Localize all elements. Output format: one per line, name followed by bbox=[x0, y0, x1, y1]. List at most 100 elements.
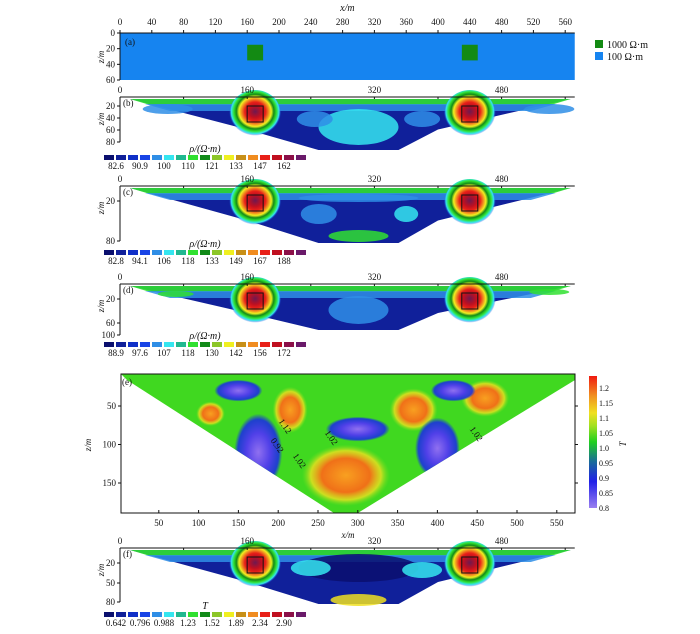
z-tick-label: 100 bbox=[103, 440, 117, 450]
colorbar-label: 1.05 bbox=[599, 429, 613, 438]
z-tick-label: 40 bbox=[106, 59, 116, 69]
colorbar-swatch bbox=[236, 342, 246, 347]
high-T-region bbox=[272, 386, 308, 433]
colorbar-swatch bbox=[104, 250, 114, 255]
x-tick-label: 200 bbox=[272, 17, 286, 27]
colorbar-swatch bbox=[200, 155, 210, 160]
colorbar-swatch bbox=[152, 342, 162, 347]
colorbar-swatch bbox=[116, 250, 126, 255]
panel-label: (c) bbox=[123, 187, 133, 197]
legend-swatch bbox=[595, 52, 603, 60]
z-tick-label: 60 bbox=[106, 125, 116, 135]
colorbar-label: 147 bbox=[253, 161, 267, 171]
colorbar-swatch bbox=[152, 250, 162, 255]
colorbar-label: 1.15 bbox=[599, 399, 613, 408]
panel-label: (a) bbox=[125, 37, 135, 47]
colorbar bbox=[589, 376, 597, 508]
colorbar-swatch bbox=[212, 155, 222, 160]
x-tick-label: 440 bbox=[463, 17, 477, 27]
x-tick-label: 500 bbox=[510, 518, 524, 528]
colorbar-label: 1.0 bbox=[599, 444, 609, 453]
x-tick-label: 480 bbox=[495, 272, 509, 282]
x-tick-label: 480 bbox=[495, 85, 509, 95]
x-tick-label: 350 bbox=[391, 518, 405, 528]
colorbar-swatch bbox=[296, 342, 306, 347]
colorbar-swatch bbox=[284, 342, 294, 347]
colorbar-label: 0.9 bbox=[599, 474, 609, 483]
colorbar-swatch bbox=[152, 612, 162, 617]
x-tick-label: 0 bbox=[118, 17, 123, 27]
colorbar-swatch bbox=[188, 250, 198, 255]
section-feature bbox=[290, 560, 331, 576]
colorbar-label: 0.85 bbox=[599, 489, 613, 498]
colorbar-swatch bbox=[236, 250, 246, 255]
panel-a: x/m0 40 80 120 160 200 240 280 320 360 400 440 480 52… bbox=[96, 3, 648, 85]
true-block-outline bbox=[461, 194, 479, 212]
colorbar-swatch bbox=[188, 342, 198, 347]
x-tick-label: 100 bbox=[192, 518, 206, 528]
x-tick-label: 160 bbox=[240, 17, 254, 27]
section-feature bbox=[529, 289, 570, 295]
colorbar-swatch bbox=[284, 612, 294, 617]
z-axis-title: z/m bbox=[96, 563, 106, 577]
z-tick-label: 20 bbox=[106, 101, 116, 111]
z-tick-label: 20 bbox=[106, 196, 116, 206]
low-T-region bbox=[214, 379, 263, 402]
colorbar-label: 188 bbox=[277, 256, 291, 266]
x-tick-label: 400 bbox=[431, 518, 445, 528]
colorbar-swatch bbox=[284, 155, 294, 160]
colorbar-label: 130 bbox=[205, 348, 219, 358]
colorbar-label: 121 bbox=[205, 161, 219, 171]
colorbar-swatch bbox=[140, 250, 150, 255]
x-tick-label: 80 bbox=[179, 17, 189, 27]
true-block-outline bbox=[246, 194, 264, 212]
panel-label: (d) bbox=[123, 285, 134, 295]
z-tick-label: 20 bbox=[106, 558, 116, 568]
x-tick-label: 160 bbox=[240, 272, 254, 282]
true-block-outline bbox=[461, 292, 479, 310]
colorbar-swatch bbox=[260, 155, 270, 160]
x-axis-title: x/m bbox=[341, 530, 355, 540]
section-feature bbox=[328, 230, 389, 242]
colorbar-swatch bbox=[212, 342, 222, 347]
anomaly-contours bbox=[229, 277, 282, 325]
true-block-outline bbox=[246, 292, 264, 310]
colorbar-label: 100 bbox=[157, 161, 171, 171]
colorbar-swatch bbox=[212, 250, 222, 255]
x-tick-label: 280 bbox=[336, 17, 350, 27]
colorbar-label: 172 bbox=[277, 348, 291, 358]
colorbar-swatch bbox=[116, 612, 126, 617]
section-feature bbox=[296, 111, 333, 127]
anomaly-contours bbox=[443, 541, 496, 589]
panel-c: 0 160 320 480 20 80 (c) z/m ρ/(Ω·m) 82.8 94.1 106 11… bbox=[96, 174, 575, 266]
colorbar-swatch bbox=[104, 155, 114, 160]
z-tick-label: 80 bbox=[106, 236, 116, 246]
x-tick-label: 0 bbox=[118, 85, 123, 95]
colorbar-swatch bbox=[224, 250, 234, 255]
colorbar-label: 88.9 bbox=[108, 348, 124, 358]
section-feature bbox=[300, 204, 337, 224]
colorbar-label: 142 bbox=[229, 348, 243, 358]
colorbar-label: 82.8 bbox=[108, 256, 124, 266]
colorbar-swatch bbox=[164, 612, 174, 617]
colorbar-swatch bbox=[128, 250, 138, 255]
legend-label: 1000 Ω·m bbox=[607, 40, 648, 51]
colorbar-label: 2.90 bbox=[276, 618, 292, 628]
section-feature bbox=[318, 109, 399, 145]
panel-label: (f) bbox=[123, 549, 132, 559]
colorbar-label: 118 bbox=[181, 348, 195, 358]
z-tick-label: 0 bbox=[111, 28, 116, 38]
colorbar-swatch bbox=[164, 342, 174, 347]
section-feature bbox=[298, 194, 419, 202]
colorbar-swatch bbox=[236, 612, 246, 617]
legend-swatch bbox=[595, 40, 603, 48]
colorbar-swatch bbox=[296, 612, 306, 617]
x-tick-label: 40 bbox=[147, 17, 157, 27]
z-tick-label: 60 bbox=[106, 75, 116, 85]
x-tick-label: 320 bbox=[368, 174, 382, 184]
colorbar-swatch bbox=[224, 612, 234, 617]
colorbar-swatch bbox=[296, 250, 306, 255]
x-tick-label: 550 bbox=[550, 518, 564, 528]
